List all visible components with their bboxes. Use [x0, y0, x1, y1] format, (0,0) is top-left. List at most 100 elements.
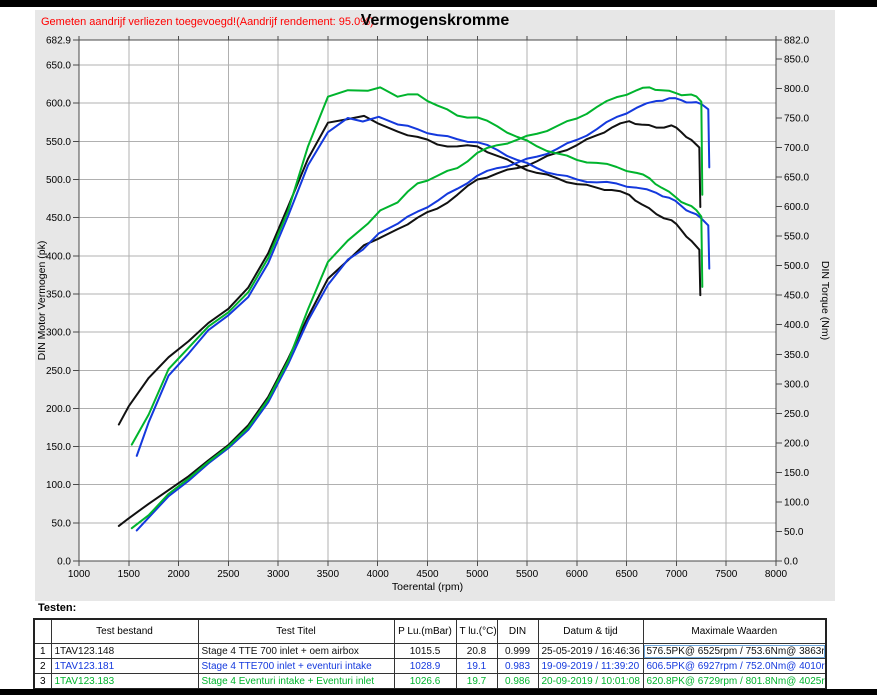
table-row-run-3: 3 1TAV123.183 Stage 4 Eventuri intake + …: [33, 673, 827, 690]
power-curve-run-3: [130, 86, 704, 530]
table-row-run-2: 2 1TAV123.181 Stage 4 TTE700 inlet + eve…: [33, 658, 827, 674]
x-tick-label: 3500: [317, 569, 340, 580]
x-tick-label: 5500: [516, 569, 539, 580]
y-right-tick-label: 450.0: [784, 291, 809, 302]
torque-curve-run-2: [135, 115, 711, 457]
axis-ticks: [73, 36, 782, 566]
x-axis-title: Toerental (rpm): [392, 581, 463, 593]
col-header-test-bestand: Test bestand: [50, 618, 199, 644]
y-right-tick-label: 800.0: [784, 84, 809, 95]
y-left-tick-label: 400.0: [46, 251, 71, 262]
datetime-cell[interactable]: 20-09-2019 / 10:01:08: [537, 673, 644, 690]
y-right-tick-label: 600.0: [784, 202, 809, 213]
test-title-cell[interactable]: Stage 4 TTE700 inlet + eventuri intake: [197, 658, 395, 674]
y-left-tick-label: 250.0: [46, 366, 71, 377]
y-right-tick-label: 550.0: [784, 232, 809, 243]
x-tick-label: 3000: [267, 569, 290, 580]
power-curve-run-2: [135, 97, 711, 532]
y-right-tick-label: 500.0: [784, 261, 809, 272]
tests-table-header-row: Test bestand Test Titel P Lu.(mBar) T lu…: [33, 618, 827, 644]
tests-table: Test bestand Test Titel P Lu.(mBar) T lu…: [33, 618, 827, 690]
x-tick-label: 4000: [367, 569, 390, 580]
col-header-din: DIN: [496, 618, 539, 644]
din-factor-cell[interactable]: 0.983: [496, 658, 539, 674]
y-right-tick-label: 300.0: [784, 379, 809, 390]
y-right-tick-label: 350.0: [784, 350, 809, 361]
x-tick-label: 1000: [68, 569, 91, 580]
datetime-cell[interactable]: 25-05-2019 / 16:46:36: [537, 643, 644, 659]
chart-panel: 682.9 650.0 600.0 550.0 500.0 450.0 400.0 350.0…: [35, 10, 835, 601]
y-left-tick-label: 300.0: [46, 328, 71, 339]
tests-section-label: Testen:: [38, 602, 77, 614]
din-factor-cell[interactable]: 0.986: [496, 673, 539, 690]
x-tick-label: 1500: [118, 569, 141, 580]
x-tick-label: 5000: [466, 569, 489, 580]
test-title-cell[interactable]: Stage 4 Eventuri intake + Eventuri inlet: [197, 673, 395, 690]
x-tick-label: 4500: [416, 569, 439, 580]
y-right-tick-label: 850.0: [784, 54, 809, 65]
bottom-edge-bar: [0, 689, 877, 695]
temperature-cell[interactable]: 19.1: [455, 658, 498, 674]
y-right-tick-label: 882.0: [784, 36, 809, 47]
col-header-datum-tijd: Datum & tijd: [537, 618, 644, 644]
top-edge-bar: [0, 0, 877, 7]
col-header-test-titel: Test Titel: [197, 618, 395, 644]
y-left-tick-label: 600.0: [46, 99, 71, 110]
y-right-tick-label: 200.0: [784, 438, 809, 449]
pressure-cell[interactable]: 1015.5: [393, 643, 457, 659]
y-left-tick-label: 450.0: [46, 213, 71, 224]
x-tick-label: 7500: [715, 569, 738, 580]
x-tick-label: 2500: [217, 569, 240, 580]
temperature-cell[interactable]: 20.8: [455, 643, 498, 659]
y-right-tick-label: 150.0: [784, 468, 809, 479]
col-header-index: [33, 618, 52, 644]
test-file-cell[interactable]: 1TAV123.181: [50, 658, 199, 674]
max-values-cell[interactable]: 606.5PK@ 6927rpm / 752.0Nm@ 4010rpm: [642, 658, 827, 674]
y-axis-right-title: DIN Torque (Nm): [819, 261, 831, 340]
pressure-cell[interactable]: 1028.9: [393, 658, 457, 674]
temperature-cell[interactable]: 19.7: [455, 673, 498, 690]
datetime-cell[interactable]: 19-09-2019 / 11:39:20: [537, 658, 644, 674]
y-right-tick-label: 0.0: [784, 557, 798, 568]
din-factor-cell[interactable]: 0.999: [496, 643, 539, 659]
x-tick-label: 8000: [765, 569, 788, 580]
test-file-cell[interactable]: 1TAV123.183: [50, 673, 199, 690]
max-values-cell[interactable]: 620.8PK@ 6729rpm / 801.8Nm@ 4025rpm: [642, 673, 827, 690]
torque-curve-run-3: [130, 86, 704, 446]
y-left-tick-label: 550.0: [46, 137, 71, 148]
axis-tick-labels: 682.9 650.0 600.0 550.0 500.0 450.0 400.0 350.0…: [46, 36, 809, 581]
table-row-run-1: 1 1TAV123.148 Stage 4 TTE 700 inlet + oe…: [33, 643, 827, 659]
col-header-t-lu: T lu.(°C): [455, 618, 498, 644]
y-right-tick-label: 750.0: [784, 113, 809, 124]
test-file-cell[interactable]: 1TAV123.148: [50, 643, 199, 659]
x-tick-label: 2000: [167, 569, 190, 580]
col-header-maximale-waarden: Maximale Waarden: [642, 618, 827, 644]
y-right-tick-label: 650.0: [784, 173, 809, 184]
max-values-cell[interactable]: 576.5PK@ 6525rpm / 753.6Nm@ 3863rpm: [642, 643, 827, 659]
torque-curve-run-1: [117, 114, 702, 426]
y-left-tick-label: 650.0: [46, 61, 71, 72]
drivetrain-loss-annotation: Gemeten aandrijf verliezen toegevoegd!(A…: [41, 16, 374, 28]
row-number[interactable]: 1: [33, 643, 52, 659]
dyno-chart: 682.9 650.0 600.0 550.0 500.0 450.0 400.0 350.0…: [36, 36, 831, 594]
y-right-tick-label: 400.0: [784, 320, 809, 331]
y-right-tick-label: 700.0: [784, 143, 809, 154]
x-tick-label: 6000: [566, 569, 589, 580]
y-left-tick-label: 682.9: [46, 36, 71, 47]
test-title-cell[interactable]: Stage 4 TTE 700 inlet + oem airbox: [197, 643, 395, 659]
y-right-tick-label: 100.0: [784, 497, 809, 508]
y-left-tick-label: 100.0: [46, 480, 71, 491]
y-left-tick-label: 0.0: [57, 557, 71, 568]
y-left-tick-label: 50.0: [52, 518, 72, 529]
y-left-tick-label: 200.0: [46, 404, 71, 415]
x-tick-label: 6500: [616, 569, 639, 580]
y-axis-left-title: DIN Motor Vermogen (pk): [36, 241, 48, 361]
gridlines: [79, 40, 776, 561]
y-right-tick-label: 250.0: [784, 409, 809, 420]
row-number[interactable]: 3: [33, 673, 52, 690]
pressure-cell[interactable]: 1026.6: [393, 673, 457, 690]
chart-title: Vermogenskromme: [360, 12, 510, 29]
row-number[interactable]: 2: [33, 658, 52, 674]
x-tick-label: 7000: [665, 569, 688, 580]
